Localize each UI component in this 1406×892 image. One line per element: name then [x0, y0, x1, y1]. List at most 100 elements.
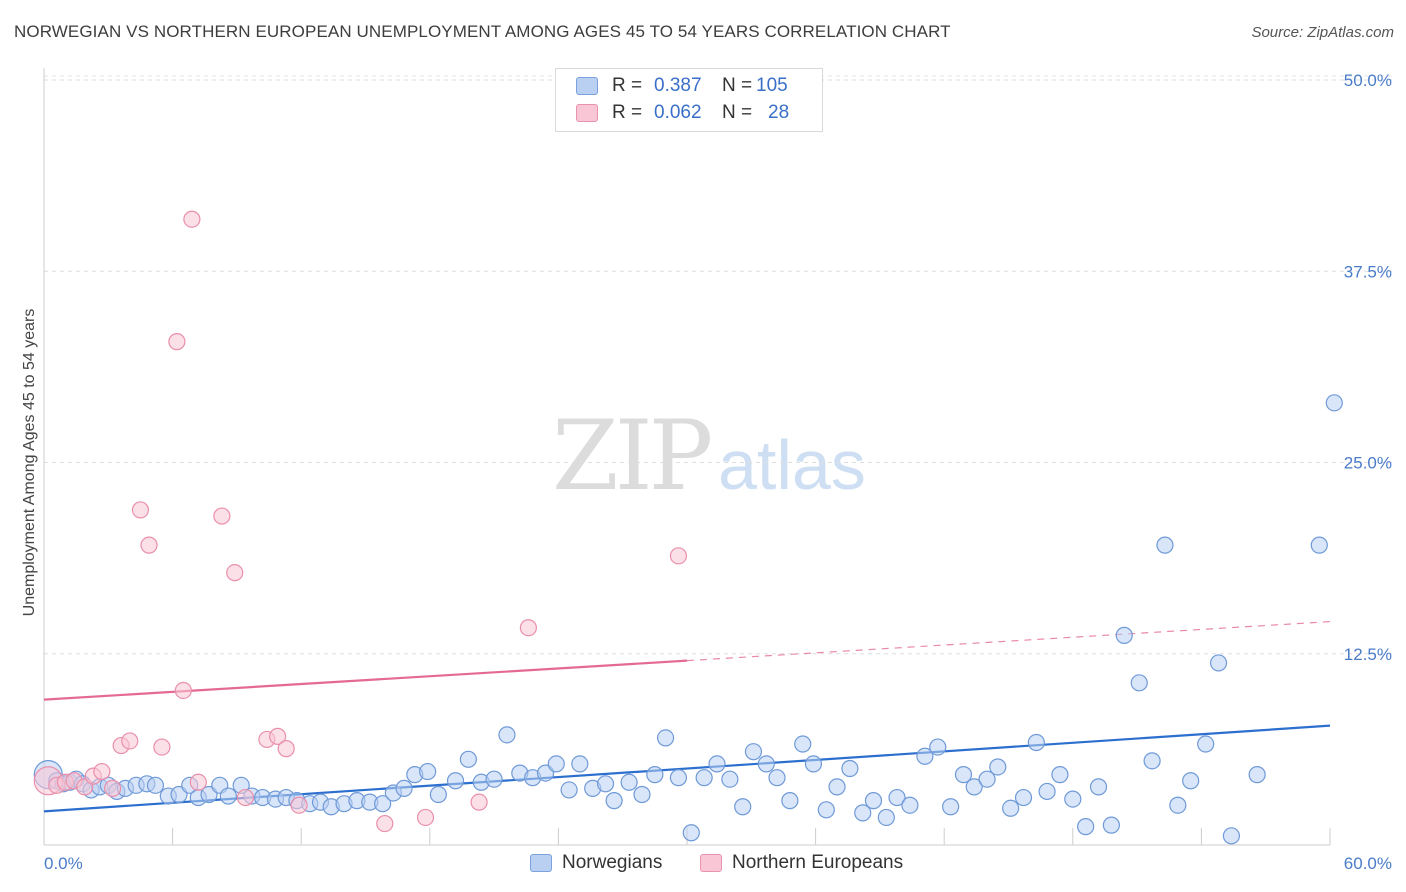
- norwegian-point: [1038, 782, 1056, 801]
- norwegian-point: [1310, 536, 1328, 554]
- northern-european-point: [140, 536, 158, 554]
- n-label: N =: [722, 75, 753, 96]
- norwegian-point: [978, 770, 996, 788]
- norwegian-point: [942, 798, 960, 816]
- x-tick-label-left: 0.0%: [44, 854, 83, 873]
- y-tick-label: 50.0%: [1344, 71, 1392, 90]
- y-tick-label: 37.5%: [1344, 262, 1392, 281]
- gridlines: [44, 75, 1392, 655]
- legend-swatch-pink: [576, 104, 598, 122]
- data-points: [33, 210, 1343, 845]
- norwegian-point: [864, 792, 883, 810]
- norwegian-point: [817, 801, 835, 819]
- norwegian-point: [1130, 674, 1148, 692]
- n-label: N =: [722, 102, 753, 123]
- northern-european-point: [103, 779, 122, 797]
- norwegian-point: [1325, 394, 1343, 412]
- norwegian-point: [708, 755, 726, 773]
- norwegian-point: [901, 796, 919, 814]
- northern-european-point: [470, 793, 488, 811]
- legend-row-northern-europeans: R = 0.062 N = 28: [576, 100, 789, 126]
- norwegian-point: [954, 766, 973, 784]
- norwegian-point: [1143, 752, 1161, 770]
- norwegian-point: [828, 778, 846, 796]
- norwegian-point: [669, 769, 688, 787]
- northern-european-point: [376, 814, 394, 833]
- northern-european-point: [213, 507, 231, 525]
- source-credit: Source: ZipAtlas.com: [1251, 24, 1394, 41]
- norwegian-point: [804, 755, 823, 773]
- y-tick-label: 25.0%: [1344, 454, 1392, 473]
- norwegian-point: [646, 766, 664, 784]
- norwegian-point: [781, 792, 799, 810]
- n-value: 105: [756, 75, 788, 96]
- norwegian-point: [1248, 766, 1266, 784]
- norwegian-point: [620, 773, 638, 791]
- norwegian-point: [744, 743, 763, 761]
- norwegian-point: [768, 769, 786, 787]
- norwegian-point: [721, 770, 739, 788]
- northern-european-point: [269, 727, 287, 745]
- norwegian-point: [841, 759, 859, 778]
- norwegian-point: [446, 772, 465, 790]
- legend-item-norwegians[interactable]: Norwegians: [530, 852, 662, 874]
- legend-label: Northern Europeans: [732, 852, 904, 873]
- norwegian-point: [459, 750, 477, 768]
- axes: [43, 68, 1331, 846]
- norwegian-trend-line: [43, 724, 1331, 813]
- legend-item-northern-europeans[interactable]: Northern Europeans: [700, 852, 903, 874]
- norwegian-point: [1027, 733, 1045, 752]
- watermark-atlas: atlas: [718, 426, 866, 504]
- norwegian-point: [1014, 788, 1033, 807]
- northern-european-point: [183, 210, 201, 228]
- r-label: R =: [612, 102, 643, 123]
- norwegian-point: [916, 747, 934, 765]
- series-legend: Norwegians Northern Europeans: [0, 852, 1406, 878]
- norwegian-point: [965, 778, 983, 796]
- y-tick-label: 12.5%: [1344, 645, 1392, 664]
- norwegian-point: [794, 735, 812, 753]
- norwegian-point: [682, 824, 700, 842]
- y-axis-title: Unemployment Among Ages 45 to 54 years: [21, 309, 38, 617]
- norwegian-point: [596, 775, 615, 793]
- norwegian-point: [929, 738, 947, 756]
- norwegian-point: [656, 729, 675, 747]
- norwegian-point: [1051, 766, 1069, 784]
- norwegian-point: [571, 755, 589, 773]
- legend-row-norwegians: R = 0.387 N = 105: [576, 73, 788, 99]
- norwegian-point: [1077, 818, 1095, 836]
- norwegian-point: [1002, 799, 1020, 817]
- norwegian-point: [1209, 654, 1228, 672]
- northern-european-point: [277, 740, 295, 758]
- r-value: 0.062: [654, 102, 702, 123]
- norwegian-point: [219, 787, 237, 805]
- legend-swatch-pink: [700, 854, 722, 872]
- norwegian-point: [1222, 827, 1241, 845]
- chart-title: NORWEGIAN VS NORTHERN EUROPEAN UNEMPLOYM…: [14, 22, 951, 41]
- legend-swatch-blue: [576, 77, 598, 95]
- norwegian-point: [854, 804, 872, 822]
- northern-european-point: [669, 547, 688, 565]
- northern-european-point: [131, 501, 150, 519]
- norwegian-point: [1102, 816, 1120, 834]
- n-value: 28: [768, 102, 790, 123]
- northern-european-point: [93, 762, 111, 781]
- northern-european-point: [121, 732, 139, 750]
- axis-labels: 12.5% 25.0% 37.5% 50.0% 0.0% 60.0% Unemploymen…: [21, 71, 1392, 873]
- norwegian-point: [633, 785, 651, 804]
- northern-european-point: [174, 681, 192, 700]
- norwegian-point: [695, 769, 713, 787]
- norwegian-point: [547, 755, 565, 773]
- norwegian-point: [485, 770, 503, 788]
- legend-label: Norwegians: [562, 852, 663, 873]
- norwegian-point: [419, 762, 437, 781]
- norwegian-point: [560, 781, 578, 799]
- northern-european-point: [226, 564, 244, 582]
- legend-swatch-blue: [530, 854, 552, 872]
- norwegian-point: [146, 776, 165, 794]
- norwegian-point: [757, 755, 775, 773]
- r-value: 0.387: [654, 75, 702, 96]
- norwegian-point: [734, 798, 752, 816]
- northern-european-point: [153, 738, 171, 756]
